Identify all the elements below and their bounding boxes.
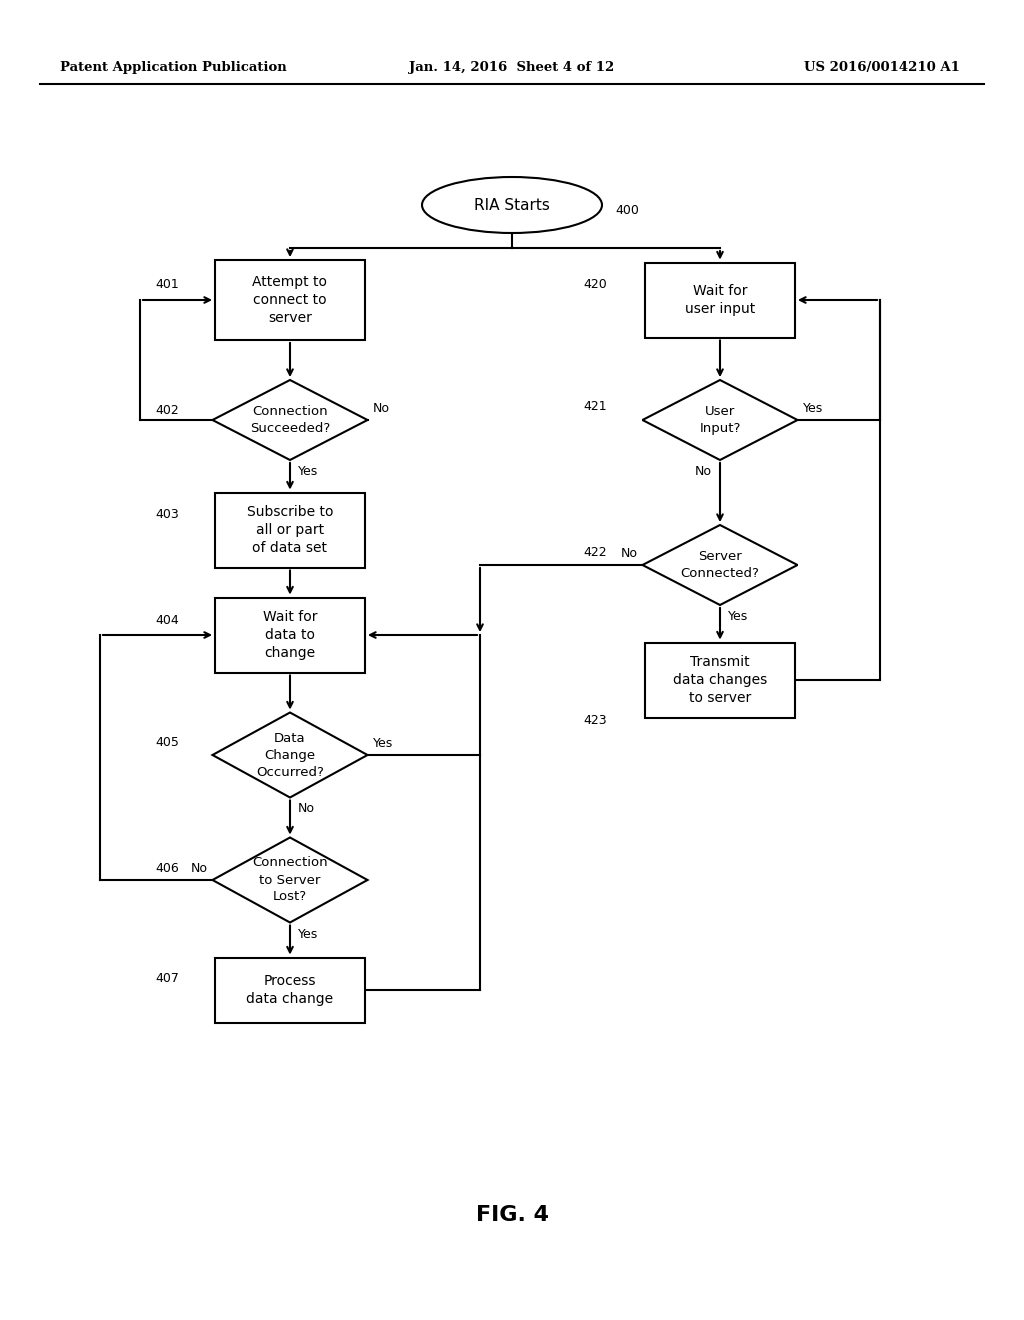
Text: 400: 400: [615, 203, 639, 216]
Text: RIA Starts: RIA Starts: [474, 198, 550, 213]
FancyBboxPatch shape: [215, 260, 365, 341]
Text: 405: 405: [155, 737, 179, 750]
Text: Yes: Yes: [728, 610, 749, 623]
Text: User
Input?: User Input?: [699, 405, 740, 436]
Text: 406: 406: [155, 862, 179, 874]
Text: 420: 420: [583, 279, 607, 292]
FancyBboxPatch shape: [215, 492, 365, 568]
Text: Transmit
data changes
to server: Transmit data changes to server: [673, 655, 767, 705]
Text: 403: 403: [155, 508, 179, 521]
FancyBboxPatch shape: [645, 643, 795, 718]
Text: No: No: [298, 803, 315, 816]
Text: Patent Application Publication: Patent Application Publication: [60, 62, 287, 74]
Ellipse shape: [422, 177, 602, 234]
Text: Yes: Yes: [298, 465, 318, 478]
Text: Data
Change
Occurred?: Data Change Occurred?: [256, 731, 324, 779]
Text: Yes: Yes: [803, 403, 822, 414]
Text: Yes: Yes: [298, 928, 318, 940]
Text: Attempt to
connect to
server: Attempt to connect to server: [253, 275, 328, 326]
FancyBboxPatch shape: [645, 263, 795, 338]
Text: Connection
Succeeded?: Connection Succeeded?: [250, 405, 330, 436]
Text: FIG. 4: FIG. 4: [475, 1205, 549, 1225]
FancyBboxPatch shape: [215, 598, 365, 672]
Polygon shape: [642, 380, 798, 459]
Text: No: No: [190, 862, 208, 875]
Text: US 2016/0014210 A1: US 2016/0014210 A1: [804, 62, 961, 74]
Text: 422: 422: [583, 545, 606, 558]
Polygon shape: [642, 525, 798, 605]
Text: Server
Connected?: Server Connected?: [681, 550, 760, 579]
Text: 401: 401: [155, 279, 179, 292]
Text: No: No: [373, 403, 389, 414]
Text: 407: 407: [155, 972, 179, 985]
Text: Wait for
data to
change: Wait for data to change: [263, 610, 317, 660]
Text: 421: 421: [583, 400, 606, 413]
Text: Jan. 14, 2016  Sheet 4 of 12: Jan. 14, 2016 Sheet 4 of 12: [410, 62, 614, 74]
Text: Wait for
user input: Wait for user input: [685, 284, 755, 317]
Text: Process
data change: Process data change: [247, 974, 334, 1006]
FancyBboxPatch shape: [215, 957, 365, 1023]
Text: No: No: [621, 546, 638, 560]
Polygon shape: [213, 713, 368, 797]
Polygon shape: [213, 380, 368, 459]
Text: 423: 423: [583, 714, 606, 726]
Polygon shape: [213, 837, 368, 923]
Text: Yes: Yes: [373, 737, 393, 750]
Text: 404: 404: [155, 614, 179, 627]
Text: 402: 402: [155, 404, 179, 417]
Text: Subscribe to
all or part
of data set: Subscribe to all or part of data set: [247, 504, 333, 556]
Text: Connection
to Server
Lost?: Connection to Server Lost?: [252, 857, 328, 903]
Text: No: No: [695, 465, 712, 478]
